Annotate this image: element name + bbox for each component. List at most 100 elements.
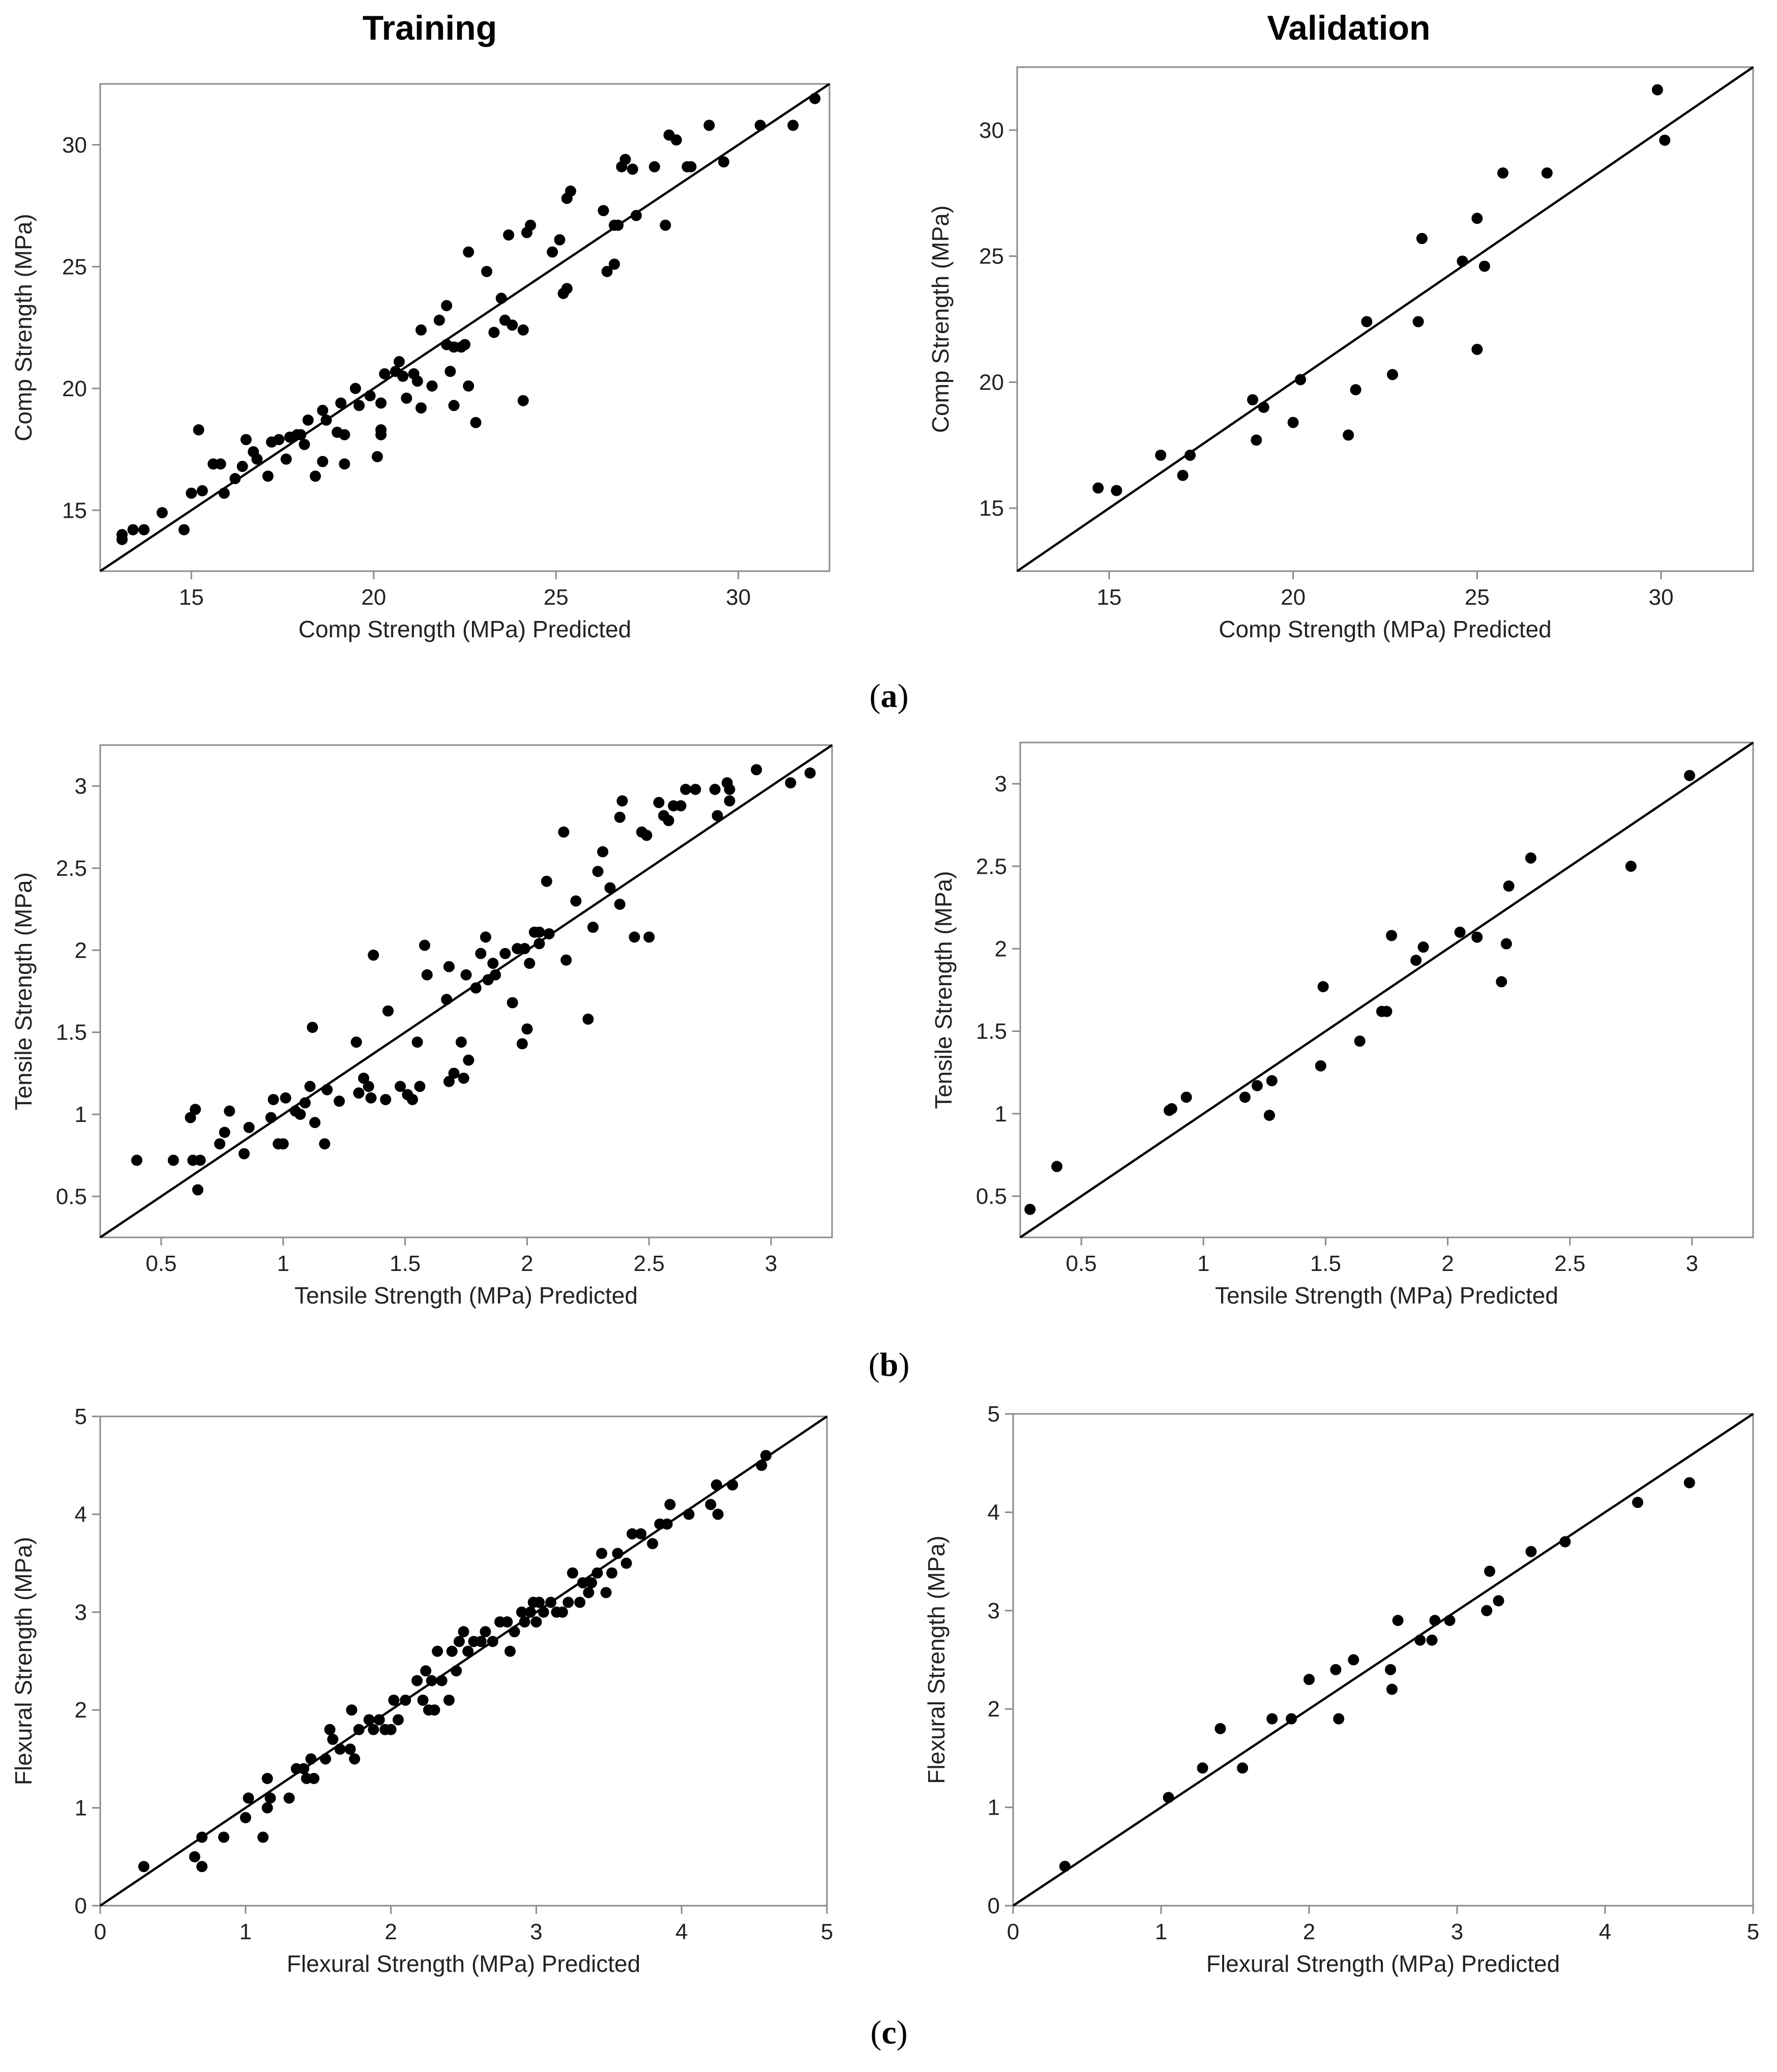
data-point — [283, 1792, 295, 1804]
data-point — [251, 453, 263, 465]
data-point — [1166, 1103, 1177, 1115]
x-tick-label: 2 — [1441, 1251, 1454, 1276]
data-point — [574, 1596, 586, 1608]
data-point — [178, 524, 190, 536]
y-tick-label: 4 — [988, 1500, 1000, 1525]
tensile-training-chart: 0.5 1 1.5 2 2.5 3 0.5 1 1.5 2 2.5 3 Tensile Strength… — [10, 744, 833, 1309]
data-point — [411, 1675, 423, 1686]
x-tick-label: 0 — [94, 1919, 106, 1944]
data-point — [487, 1636, 498, 1647]
x-tick-label: 15 — [1097, 585, 1121, 610]
data-point — [612, 219, 624, 231]
data-point — [229, 472, 241, 484]
data-point — [475, 1636, 487, 1647]
reference-line — [99, 83, 831, 572]
data-point — [299, 438, 310, 450]
data-point — [680, 784, 692, 795]
data-point — [470, 417, 482, 428]
y-tick-label: 5 — [988, 1402, 1000, 1427]
data-point — [629, 931, 640, 943]
data-point — [317, 404, 329, 416]
data-point — [339, 429, 350, 440]
data-point — [1525, 852, 1536, 864]
data-point — [116, 534, 128, 545]
data-point — [1471, 931, 1483, 943]
data-point — [785, 777, 796, 789]
y-tick-label: 3 — [988, 1599, 1000, 1623]
data-point — [567, 1567, 578, 1579]
data-point — [417, 1694, 429, 1706]
y-tick-label: 4 — [75, 1502, 87, 1527]
data-point — [443, 961, 455, 972]
data-point — [751, 764, 762, 776]
data-point — [501, 1616, 513, 1628]
data-point — [414, 1081, 426, 1092]
data-point — [1481, 1605, 1493, 1616]
data-point — [462, 1645, 474, 1657]
data-point — [712, 810, 723, 821]
data-point — [415, 402, 427, 414]
x-axis-label: Tensile Strength (MPa) Predicted — [1215, 1282, 1558, 1309]
x-axis-label: Flexural Strength (MPa) Predicted — [287, 1950, 640, 1977]
data-point — [556, 1606, 568, 1618]
data-point — [1348, 1654, 1359, 1666]
data-point — [1559, 1536, 1571, 1548]
y-axis-label: Comp Strength (MPa) — [10, 214, 37, 441]
data-point — [1386, 1683, 1398, 1695]
reference-line — [99, 744, 833, 1238]
data-point — [499, 948, 511, 959]
data-point — [675, 800, 687, 812]
data-point — [1155, 450, 1167, 461]
data-point — [446, 1645, 458, 1657]
data-point — [339, 458, 350, 470]
x-tick-label: 1.5 — [390, 1251, 421, 1276]
data-point — [463, 380, 475, 392]
data-point — [415, 324, 427, 336]
data-point — [379, 368, 391, 380]
data-point — [490, 969, 501, 981]
data-point — [273, 434, 285, 446]
validation-column-title: Validation — [1267, 9, 1430, 47]
data-point — [760, 1449, 772, 1461]
data-point — [317, 456, 329, 467]
data-point — [663, 815, 674, 826]
data-point — [1286, 1713, 1297, 1725]
data-point — [630, 210, 642, 221]
data-point — [363, 1081, 374, 1092]
data-point — [268, 1093, 279, 1105]
data-point — [516, 1606, 527, 1618]
data-point — [481, 265, 493, 277]
data-point — [433, 314, 445, 326]
y-axis-label: Tensile Strength (MPa) — [930, 871, 957, 1109]
x-tick-label: 20 — [361, 585, 386, 610]
panel-label-a-letter: a — [881, 677, 898, 715]
data-point — [1354, 1035, 1366, 1047]
data-point — [394, 1081, 406, 1092]
data-point — [1651, 84, 1663, 96]
data-point — [1258, 401, 1269, 413]
data-point — [344, 1743, 356, 1755]
y-tick-label: 2 — [75, 1698, 87, 1723]
data-point — [265, 1112, 277, 1123]
x-axis-label: Flexural Strength (MPa) Predicted — [1206, 1950, 1560, 1977]
data-point — [620, 1557, 632, 1569]
data-point — [334, 1096, 345, 1107]
data-point — [236, 461, 248, 472]
data-point — [294, 1109, 306, 1120]
data-point — [324, 1724, 336, 1735]
x-tick-label: 30 — [726, 585, 751, 610]
data-point — [710, 1479, 722, 1491]
data-point — [393, 356, 405, 368]
data-point — [1180, 1091, 1192, 1103]
data-point — [705, 1499, 717, 1511]
data-point — [1092, 482, 1104, 494]
x-tick-label: 4 — [1599, 1919, 1611, 1944]
data-point — [598, 205, 609, 217]
data-point — [1471, 343, 1483, 355]
data-point — [327, 1733, 339, 1745]
data-point — [1444, 1615, 1456, 1626]
data-point — [592, 866, 604, 877]
y-axis-label: Tensile Strength (MPa) — [10, 872, 37, 1110]
data-point — [709, 784, 721, 795]
data-point — [196, 1861, 208, 1873]
